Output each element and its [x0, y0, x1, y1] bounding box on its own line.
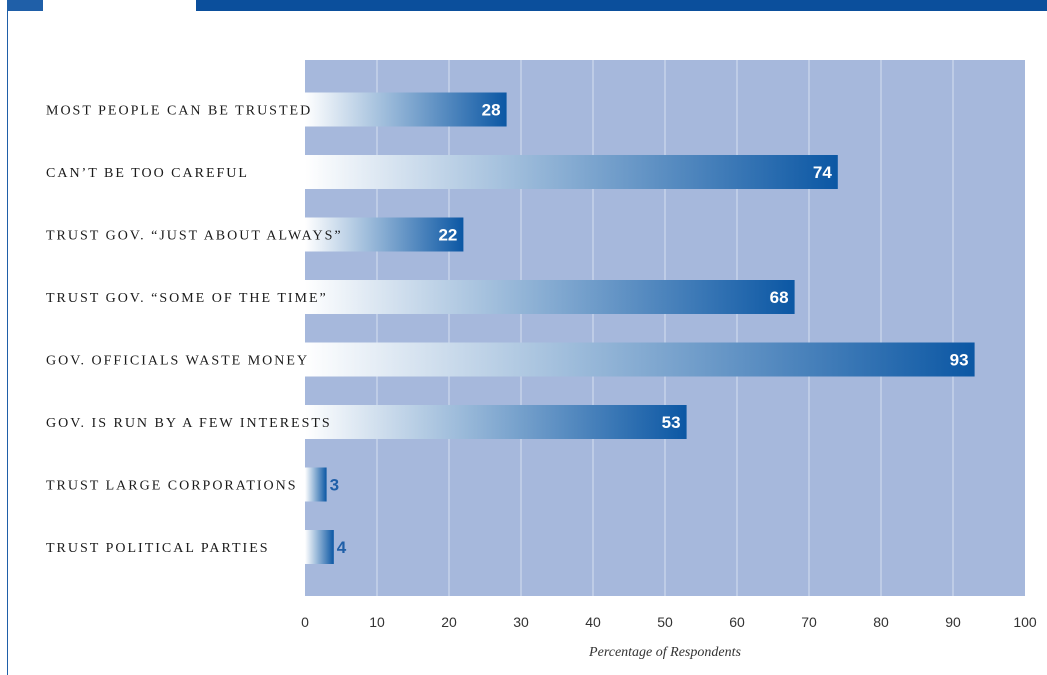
category-labels: MOST PEOPLE CAN BE TRUSTED CAN’T BE TOO C… — [46, 104, 343, 557]
category-label: TRUST GOV. “JUST ABOUT ALWAYS” — [46, 229, 343, 244]
category-label: GOV. OFFICIALS WASTE MONEY — [46, 354, 309, 369]
x-axis-ticks: 0 10 20 30 40 50 60 70 80 90 100 — [301, 614, 1037, 630]
x-axis-title: Percentage of Respondents — [588, 645, 741, 660]
bar-value-label: 28 — [482, 101, 501, 120]
x-tick-label: 10 — [369, 614, 385, 630]
x-tick-label: 80 — [873, 614, 889, 630]
x-tick-label: 100 — [1013, 614, 1037, 630]
x-tick-label: 60 — [729, 614, 745, 630]
x-tick-label: 30 — [513, 614, 529, 630]
bar-value-label: 53 — [662, 413, 681, 432]
category-label: TRUST GOV. “SOME OF THE TIME” — [46, 291, 328, 306]
bar-value-label: 3 — [330, 476, 339, 495]
bar-value-label: 68 — [770, 288, 789, 307]
x-tick-label: 90 — [945, 614, 961, 630]
bar — [305, 280, 795, 314]
bar — [305, 93, 507, 127]
bar-value-label: 74 — [813, 163, 832, 182]
bar — [305, 468, 327, 502]
bar — [305, 155, 838, 189]
category-label: MOST PEOPLE CAN BE TRUSTED — [46, 104, 312, 119]
x-tick-label: 40 — [585, 614, 601, 630]
bar — [305, 530, 334, 564]
bar-value-label: 4 — [337, 538, 347, 557]
category-label: CAN’T BE TOO CAREFUL — [46, 166, 249, 181]
category-label: TRUST POLITICAL PARTIES — [46, 541, 270, 556]
category-label: GOV. IS RUN BY A FEW INTERESTS — [46, 416, 332, 431]
bar-value-label: 22 — [438, 226, 457, 245]
x-tick-label: 50 — [657, 614, 673, 630]
bar — [305, 405, 687, 439]
category-label: TRUST LARGE CORPORATIONS — [46, 479, 298, 494]
x-tick-label: 20 — [441, 614, 457, 630]
bar-value-label: 93 — [950, 351, 969, 370]
x-tick-label: 70 — [801, 614, 817, 630]
bar — [305, 343, 975, 377]
x-tick-label: 0 — [301, 614, 309, 630]
